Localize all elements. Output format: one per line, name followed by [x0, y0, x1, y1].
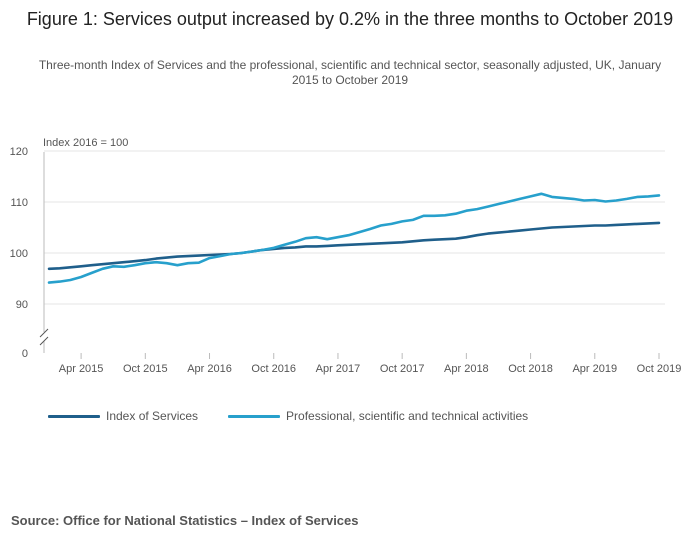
- grid-lines: [44, 150, 665, 305]
- x-axis: Apr 2015 Oct 2015 Apr 2016 Oct 2016 Apr 2017…: [59, 353, 682, 375]
- x-tick-label: Oct 2016: [251, 363, 296, 375]
- y-axis: 0 90 100 110 120: [10, 146, 49, 360]
- legend: Index of Services Professional, scientif…: [48, 409, 558, 423]
- y-tick-label: 110: [10, 197, 28, 209]
- chart-title: Figure 1: Services output increased by 0…: [26, 9, 674, 29]
- x-tick-label: Oct 2019: [637, 363, 682, 375]
- x-tick-label: Apr 2016: [187, 363, 232, 375]
- y-tick-label: 90: [16, 299, 28, 311]
- legend-swatch-index-of-services: [48, 414, 100, 418]
- series-line-professional[interactable]: [47, 192, 661, 284]
- y-tick-label: 0: [22, 348, 28, 360]
- x-tick-label: Oct 2018: [508, 363, 553, 375]
- series-lines: [47, 192, 661, 284]
- x-tick-label: Apr 2018: [444, 363, 489, 375]
- chart-subtitle: Three-month Index of Services and the pr…: [38, 58, 662, 87]
- y-tick-label: 100: [10, 248, 28, 260]
- source-note: Source: Office for National Statistics –…: [11, 513, 359, 528]
- x-tick-label: Apr 2019: [572, 363, 617, 375]
- x-tick-label: Oct 2015: [123, 363, 168, 375]
- y-tick-label: 120: [10, 146, 28, 158]
- x-tick-label: Apr 2015: [59, 363, 104, 375]
- series-line-index-of-services[interactable]: [47, 221, 661, 271]
- legend-item-professional[interactable]: Professional, scientific and technical a…: [228, 409, 528, 423]
- legend-label-index-of-services: Index of Services: [106, 409, 199, 423]
- legend-swatch-professional: [228, 414, 281, 418]
- x-tick-label: Oct 2017: [380, 363, 425, 375]
- x-tick-label: Apr 2017: [316, 363, 361, 375]
- legend-label-professional: Professional, scientific and technical a…: [286, 409, 529, 423]
- axis-break-mark: [39, 336, 49, 346]
- legend-item-index-of-services[interactable]: Index of Services: [48, 409, 198, 423]
- axis-break-mark: [39, 328, 49, 338]
- y-axis-label: Index 2016 = 100: [43, 137, 128, 149]
- line-chart: 0 90 100 110 120 Apr 2015 Oct 2015 Apr 2016 Oct…: [10, 137, 682, 375]
